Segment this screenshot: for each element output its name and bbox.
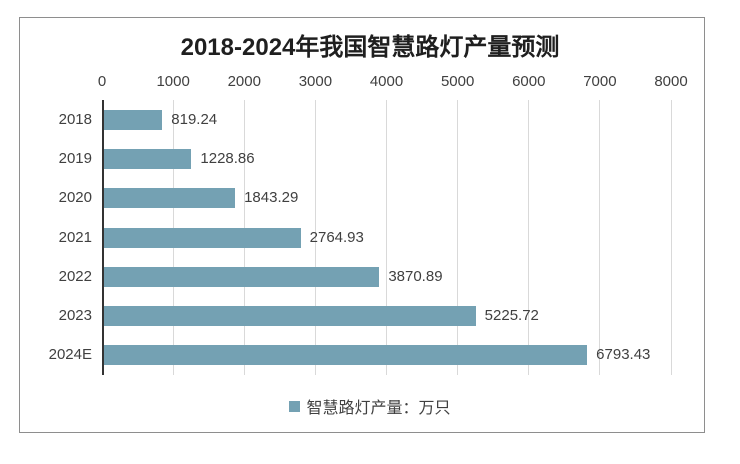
vertical-gridline (599, 100, 601, 375)
bar-2020 (104, 188, 236, 209)
legend: 智慧路灯产量：万只 (0, 394, 740, 418)
vertical-gridline (670, 100, 672, 375)
x-axis-tick-label: 1000 (156, 73, 190, 90)
y-axis-category-label: 2018 (58, 110, 92, 128)
y-axis-category-label: 2023 (58, 307, 92, 325)
legend-label: 智慧路灯产量：万只 (306, 400, 451, 417)
legend-square-marker-icon (289, 400, 301, 412)
bar-value-label: 819.24 (171, 110, 218, 128)
bar-value-label: 1843.29 (244, 189, 299, 207)
vertical-gridline (457, 100, 459, 375)
bar-2021 (104, 227, 301, 248)
bar-value-label: 5225.72 (484, 307, 539, 325)
x-axis-tick-label: 0 (97, 73, 107, 90)
chart-title: 2018-2024年我国智慧路灯产量预测 (180, 34, 560, 61)
bar-2019 (104, 148, 192, 169)
x-axis-tick-label: 6000 (512, 73, 546, 90)
x-axis-tick-label: 2000 (227, 73, 261, 90)
x-axis-tick-label: 3000 (298, 73, 333, 90)
vertical-gridline (314, 100, 316, 375)
y-axis-category-label: 2022 (58, 267, 92, 285)
bar-2024E (104, 345, 588, 366)
bar-2018 (104, 109, 163, 130)
vertical-gridline (528, 100, 530, 375)
bar-value-label: 2764.93 (309, 228, 364, 246)
y-axis-category-label: 2021 (58, 228, 92, 246)
bar-2023 (104, 306, 476, 327)
y-axis-category-label: 2024E (48, 346, 92, 364)
x-axis-tick-label: 8000 (654, 73, 688, 90)
y-axis-category-label: 2020 (58, 189, 92, 207)
bar-value-label: 6793.43 (596, 346, 651, 364)
x-axis-tick-label: 7000 (583, 73, 617, 90)
bar-2022 (104, 266, 380, 287)
y-axis-line (102, 100, 104, 375)
bar-value-label: 3870.89 (388, 267, 443, 285)
vertical-gridline (386, 100, 387, 375)
x-axis-tick-label: 4000 (369, 73, 404, 90)
bar-value-label: 1228.86 (200, 149, 255, 167)
y-axis-category-label: 2019 (58, 149, 92, 167)
x-axis-tick-label: 5000 (440, 73, 475, 90)
